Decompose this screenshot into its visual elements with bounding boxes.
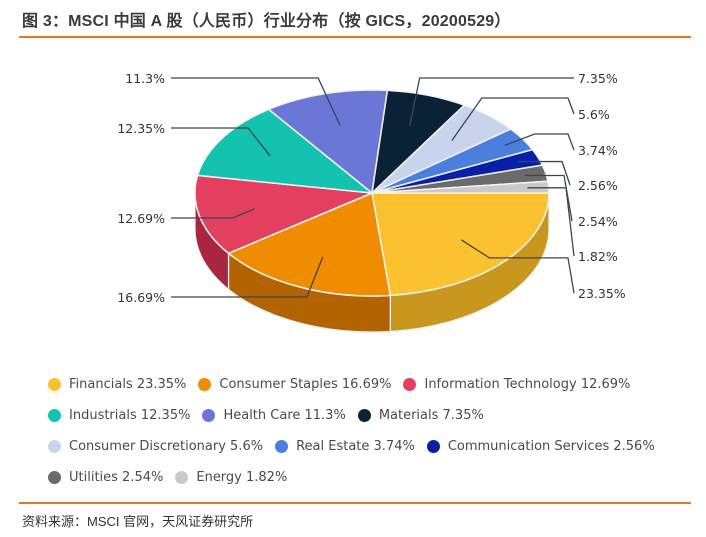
legend-item[interactable]: Information Technology 12.69% [403,377,630,392]
leader-line [461,239,575,294]
legend-label: Health Care 11.3% [223,408,346,423]
leader-line [409,77,574,127]
leader-line [171,77,341,126]
leader-line [524,174,573,222]
legend-label: Materials 7.35% [378,408,484,423]
legend-marker-icon [48,409,61,422]
legend-marker-icon [426,440,440,453]
legend-label: Consumer Staples 16.69% [219,377,392,392]
pie-slice-information-technology[interactable] [194,174,373,255]
legend-label: Financials 23.35% [69,377,187,392]
pie-slice-industrials[interactable] [196,108,373,194]
pie-sides [194,192,550,333]
data-label: 2.54% [578,214,618,229]
legend-label: Industrials 12.35% [69,408,191,423]
pie-top [194,89,550,297]
legend-marker-icon [357,409,371,422]
legend-marker-icon [198,378,212,391]
data-label: 16.69% [117,290,165,305]
leader-line [451,97,575,141]
legend-label: Information Technology 12.69% [424,377,631,392]
legend-row: Utilities 2.54% Energy 1.82% [48,462,688,493]
source-note: 资料来源：MSCI 官网，天风证券研究所 [22,514,254,529]
legend-label: Energy 1.82% [196,470,288,485]
legend-label: Consumer Discretionary 5.6% [69,439,264,454]
legend-label: Communication Services 2.56% [447,439,655,454]
data-label: 12.35% [117,121,165,136]
legend-item[interactable]: Energy 1.82% [175,470,287,485]
leader-line [504,133,575,151]
legend-item[interactable]: Materials 7.35% [357,408,484,423]
legend-item[interactable]: Health Care 11.3% [202,408,346,423]
pie-slice-financials[interactable] [371,192,550,297]
legend-marker-icon [48,440,61,453]
data-label: 7.35% [578,71,618,86]
legend-marker-icon [275,440,289,453]
leader-line [171,256,324,298]
data-label: 12.69% [117,211,165,226]
figure-title: 图 3：MSCI 中国 A 股（人民币）行业分布（按 GICS，20200529… [22,13,511,30]
legend-item[interactable]: Communication Services 2.56% [426,439,655,454]
legend-item[interactable]: Financials 23.35% [48,377,186,392]
legend-marker-icon [175,471,189,484]
legend-marker-icon [403,378,417,391]
legend-row: Industrials 12.35% Health Care 11.3% Mater… [48,400,688,431]
data-label: 23.35% [578,286,626,301]
leader-line [518,160,571,186]
legend-marker-icon [202,409,216,422]
leader-line [171,127,271,157]
legend-item[interactable]: Utilities 2.54% [48,470,163,485]
legend-marker-icon [48,471,61,484]
legend-label: Utilities 2.54% [69,470,164,485]
legend-item[interactable]: Consumer Discretionary 5.6% [48,439,263,454]
data-label: 5.6% [578,107,610,122]
data-label: 11.3% [125,71,165,86]
chart-legend: Financials 23.35% Consumer Staples 16.69%… [48,369,688,493]
leader-line [527,187,575,257]
legend-label: Real Estate 3.74% [296,439,415,454]
legend-row: Consumer Discretionary 5.6% Real Estate 3… [48,431,688,462]
title-divider [19,36,691,38]
legend-row: Financials 23.35% Consumer Staples 16.69%… [48,369,688,400]
legend-marker-icon [48,378,61,391]
leader-line [171,208,255,219]
pie-slice-energy[interactable] [371,180,550,194]
pie-slice-consumer-staples[interactable] [227,192,392,297]
footer-divider [19,502,691,504]
data-label: 1.82% [578,249,618,264]
legend-item[interactable]: Industrials 12.35% [48,408,190,423]
legend-item[interactable]: Real Estate 3.74% [275,439,415,454]
pie-chart: 23.35% 16.69% 12.69% 12.35% 11.3% 7.35% 5.6% 3.… [117,71,626,333]
legend-item[interactable]: Consumer Staples 16.69% [198,377,391,392]
data-label: 2.56% [578,178,618,193]
data-labels: 23.35% 16.69% 12.69% 12.35% 11.3% 7.35% 5.6% 3.… [117,71,625,305]
data-label: 3.74% [578,143,618,158]
